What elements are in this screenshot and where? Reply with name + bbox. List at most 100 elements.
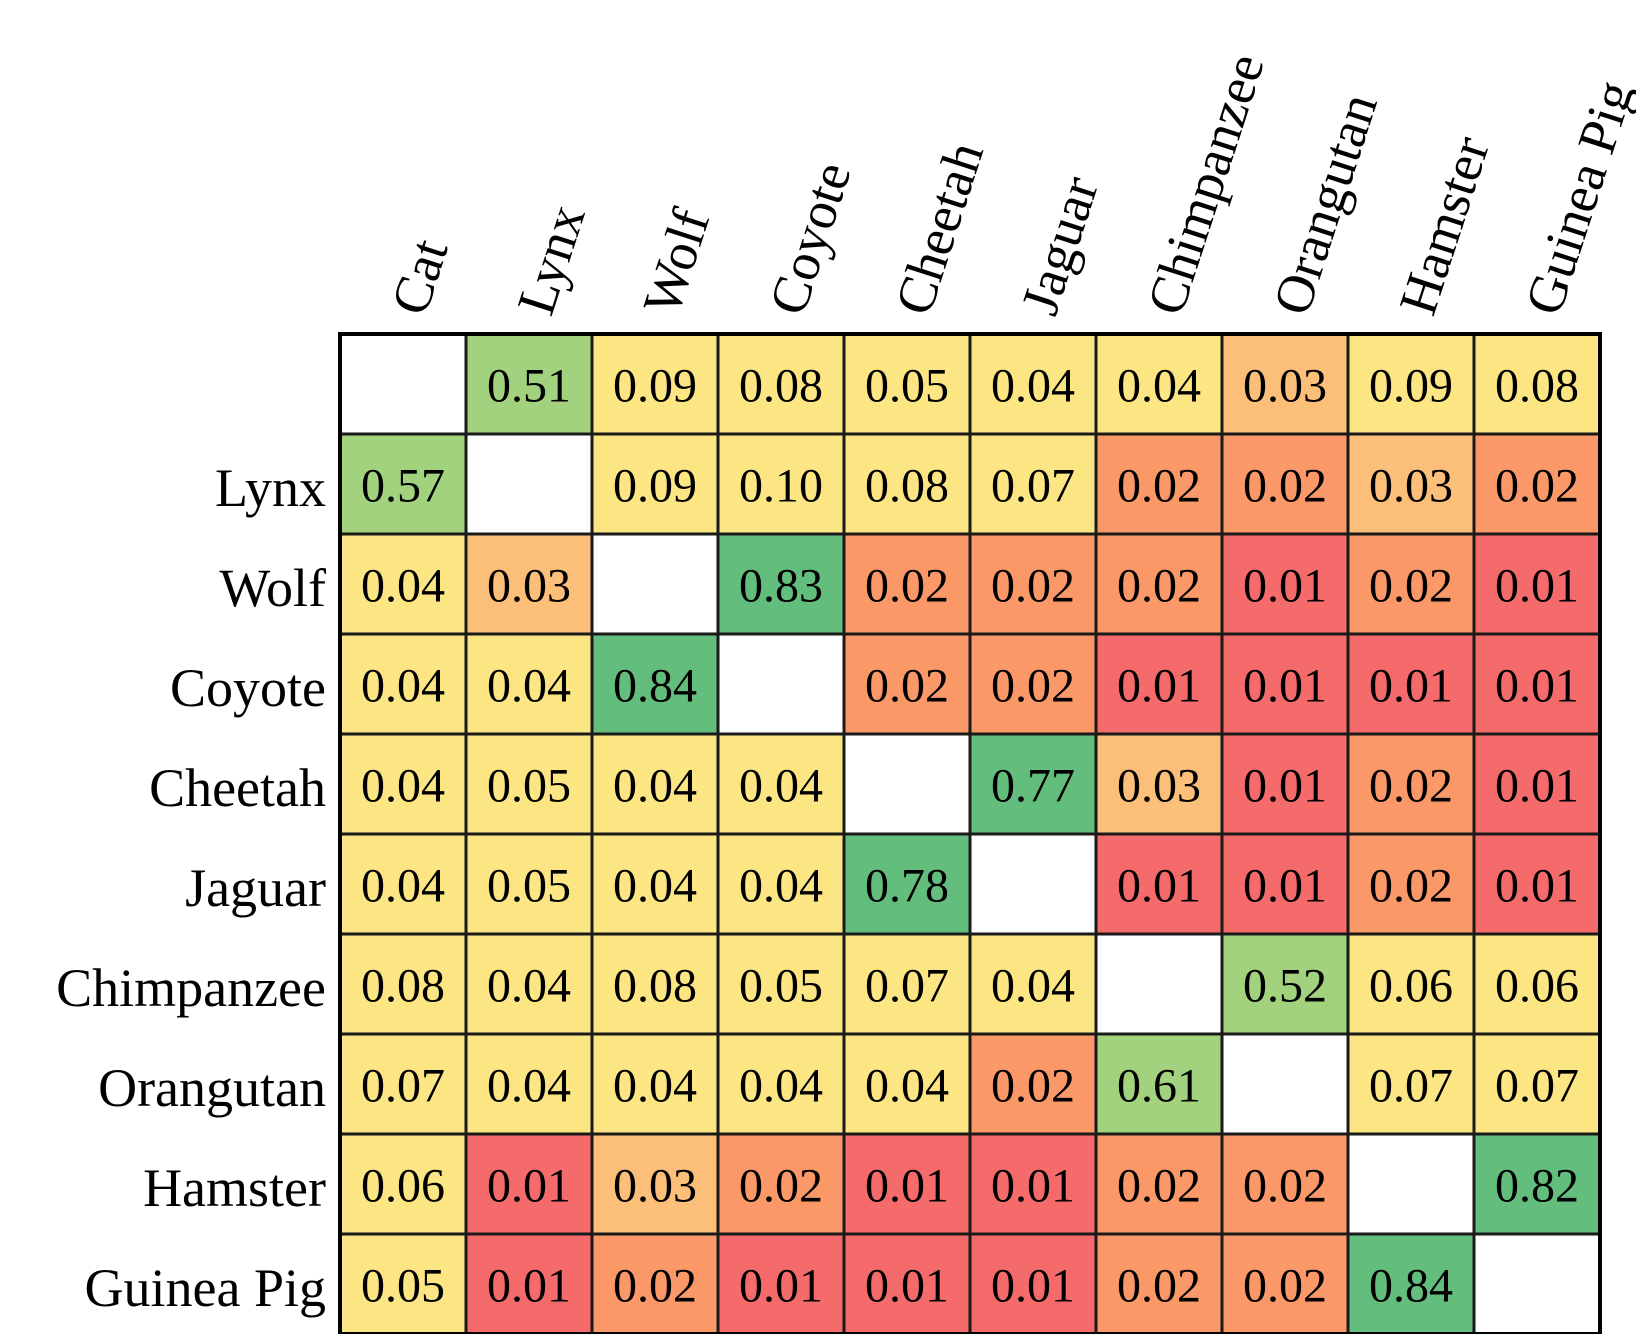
heatmap-cell	[1094, 732, 1224, 836]
cell-value-label: 0.01	[1495, 760, 1579, 813]
cell-value-label: 0.02	[991, 560, 1075, 613]
heatmap-cell	[716, 832, 846, 936]
heatmap-cell	[1346, 832, 1476, 936]
row-label-hamster: Hamster	[143, 1158, 326, 1218]
heatmap-cell	[464, 532, 594, 636]
cell-value-label: 0.09	[1369, 360, 1453, 413]
cell-value-label: 0.83	[739, 560, 823, 613]
cell-value-label: 0.02	[1369, 860, 1453, 913]
heatmap-cell	[716, 532, 846, 636]
heatmap-cell	[590, 532, 720, 636]
heatmap-cell	[716, 432, 846, 536]
heatmap-cell	[1346, 332, 1476, 436]
cell-value-label: 0.01	[991, 1160, 1075, 1213]
cell-value-label: 0.01	[1495, 660, 1579, 713]
cell-value-label: 0.01	[1117, 860, 1201, 913]
cell-value-label: 0.02	[865, 660, 949, 713]
cell-value-label: 0.07	[865, 960, 949, 1013]
cell-value-label: 0.04	[361, 560, 445, 613]
heatmap-cell	[338, 632, 468, 736]
cell-value-label: 0.06	[361, 1160, 445, 1213]
cell-value-label: 0.07	[1369, 1060, 1453, 1113]
cell-value-label: 0.02	[1117, 1160, 1201, 1213]
heatmap-cell	[716, 1032, 846, 1136]
cell-value-label: 0.08	[1495, 360, 1579, 413]
cell-value-label: 0.05	[361, 1260, 445, 1313]
heatmap-cell	[1094, 932, 1224, 1036]
cell-value-label: 0.07	[361, 1060, 445, 1113]
heatmap-cell	[842, 1232, 972, 1334]
heatmap-frame	[338, 332, 1602, 1334]
column-label-guinea-pig: Guinea Pig	[1513, 74, 1636, 322]
heatmap-cell	[842, 532, 972, 636]
heatmap-cell	[716, 1232, 846, 1334]
cell-value-label: 0.03	[487, 560, 571, 613]
cell-value-label: 0.01	[991, 1260, 1075, 1313]
heatmap-cell	[338, 932, 468, 1036]
cell-value-label: 0.04	[739, 860, 823, 913]
heatmap-cell	[464, 432, 594, 536]
cell-value-label: 0.02	[1243, 1260, 1327, 1313]
heatmap-cell	[338, 832, 468, 936]
heatmap-cells: 0.51 0.09 0.08 0.05 0.04 0.04 0.03 0.09 0.08 0.57…	[338, 332, 1602, 1334]
cell-value-label: 0.05	[739, 960, 823, 1013]
heatmap-cell	[1220, 932, 1350, 1036]
cell-value-label: 0.04	[487, 660, 571, 713]
cell-value-label: 0.01	[739, 1260, 823, 1313]
heatmap-cell	[842, 932, 972, 1036]
cell-value-label: 0.02	[1495, 460, 1579, 513]
cell-value-label: 0.03	[1243, 360, 1327, 413]
cell-value-label: 0.02	[1117, 1260, 1201, 1313]
cell-value-label: 0.01	[1243, 660, 1327, 713]
cell-value-label: 0.05	[865, 360, 949, 413]
heatmap-cell	[464, 632, 594, 736]
column-label-jaguar: Jaguar	[1009, 169, 1110, 322]
column-label-lynx: Lynx	[505, 198, 596, 322]
heatmap-cell	[1472, 432, 1602, 536]
heatmap-cell	[1220, 1232, 1350, 1334]
cell-value-label: 0.01	[865, 1160, 949, 1213]
cell-value-label: 0.01	[1243, 560, 1327, 613]
cell-value-label: 0.09	[613, 360, 697, 413]
cell-value-label: 0.05	[487, 860, 571, 913]
cell-value-label: 0.01	[1369, 660, 1453, 713]
row-label-wolf: Wolf	[219, 558, 326, 618]
heatmap-cell	[968, 532, 1098, 636]
cell-value-label: 0.01	[487, 1160, 571, 1213]
cell-value-label: 0.01	[1495, 860, 1579, 913]
cell-value-label: 0.03	[613, 1160, 697, 1213]
cell-value-label: 0.61	[1117, 1060, 1201, 1113]
heatmap-cell	[968, 432, 1098, 536]
cell-value-label: 0.04	[739, 1060, 823, 1113]
heatmap-cell	[590, 332, 720, 436]
heatmap-cell	[968, 832, 1098, 936]
cell-value-label: 0.04	[613, 1060, 697, 1113]
row-label-cheetah: Cheetah	[149, 758, 326, 818]
cell-value-label: 0.04	[739, 760, 823, 813]
cell-value-label: 0.77	[991, 760, 1075, 813]
cell-value-label: 0.10	[739, 460, 823, 513]
cell-value-label: 0.02	[1369, 760, 1453, 813]
heatmap-cell	[590, 832, 720, 936]
cell-value-label: 0.04	[361, 660, 445, 713]
heatmap-cell	[842, 632, 972, 736]
cell-value-label: 0.04	[1117, 360, 1201, 413]
cell-value-label: 0.02	[1369, 560, 1453, 613]
cell-value-label: 0.02	[613, 1260, 697, 1313]
cell-value-label: 0.04	[613, 760, 697, 813]
heatmap-cell	[1346, 1232, 1476, 1334]
cell-value-label: 0.57	[361, 460, 445, 513]
column-label-chimpanzee: Chimpanzee	[1135, 46, 1275, 321]
heatmap-cell	[1220, 432, 1350, 536]
heatmap-cell	[338, 532, 468, 636]
heatmap-cell	[464, 932, 594, 1036]
cell-value-label: 0.82	[1495, 1160, 1579, 1213]
heatmap-cell	[716, 1132, 846, 1236]
cell-value-label: 0.02	[991, 660, 1075, 713]
cell-value-label: 0.84	[1369, 1260, 1453, 1313]
column-label-cat: Cat	[379, 232, 459, 322]
row-label-jaguar: Jaguar	[185, 858, 326, 918]
cell-value-label: 0.02	[1117, 560, 1201, 613]
cell-value-label: 0.04	[865, 1060, 949, 1113]
